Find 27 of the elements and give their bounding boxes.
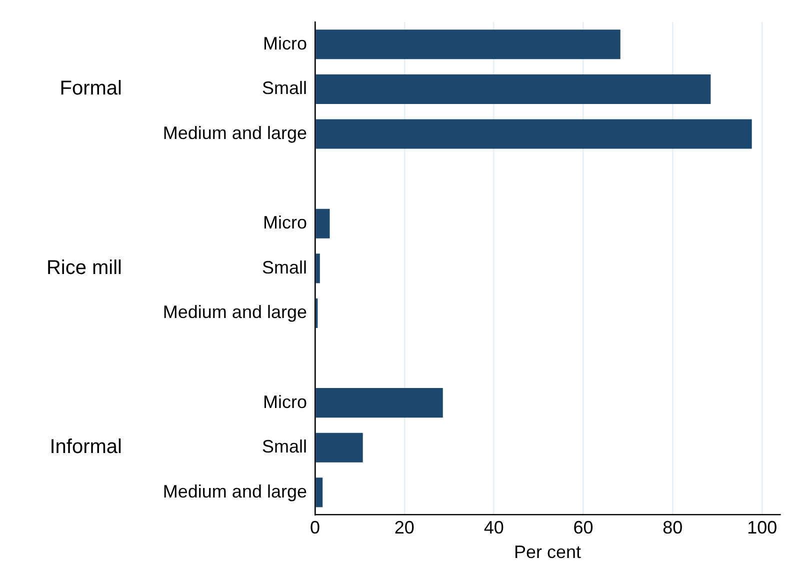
x-axis-title: Per cent: [514, 542, 582, 562]
bar: [316, 432, 363, 462]
bar: [316, 478, 323, 508]
y-tick-label: Small: [262, 78, 307, 98]
y-tick-label: Micro: [263, 212, 307, 233]
y-tick-label: Small: [262, 257, 307, 278]
x-tick-label: 60: [573, 518, 594, 538]
x-tick-label: 0: [310, 518, 320, 538]
y-tick-label: Micro: [263, 392, 307, 412]
y-tick-label: Medium and large: [162, 302, 307, 322]
x-tick-label: 80: [662, 518, 683, 538]
bar: [316, 74, 711, 104]
y-tick-label: Medium and large: [162, 122, 307, 143]
y-tick-label: Small: [262, 436, 307, 457]
text: Rice mill: [46, 256, 122, 279]
text: Formal: [60, 78, 122, 100]
bar: [316, 208, 330, 238]
y-tick-label: Medium and large: [162, 481, 307, 502]
bar: [316, 254, 320, 284]
text: Informal: [50, 436, 122, 458]
bar: [316, 388, 443, 418]
x-tick-label: 20: [394, 518, 414, 538]
bar: [316, 30, 620, 60]
bar: [316, 119, 752, 149]
x-tick-label: 40: [484, 518, 504, 538]
y-tick-label: Micro: [263, 33, 307, 54]
x-tick-label: 100: [747, 518, 778, 538]
